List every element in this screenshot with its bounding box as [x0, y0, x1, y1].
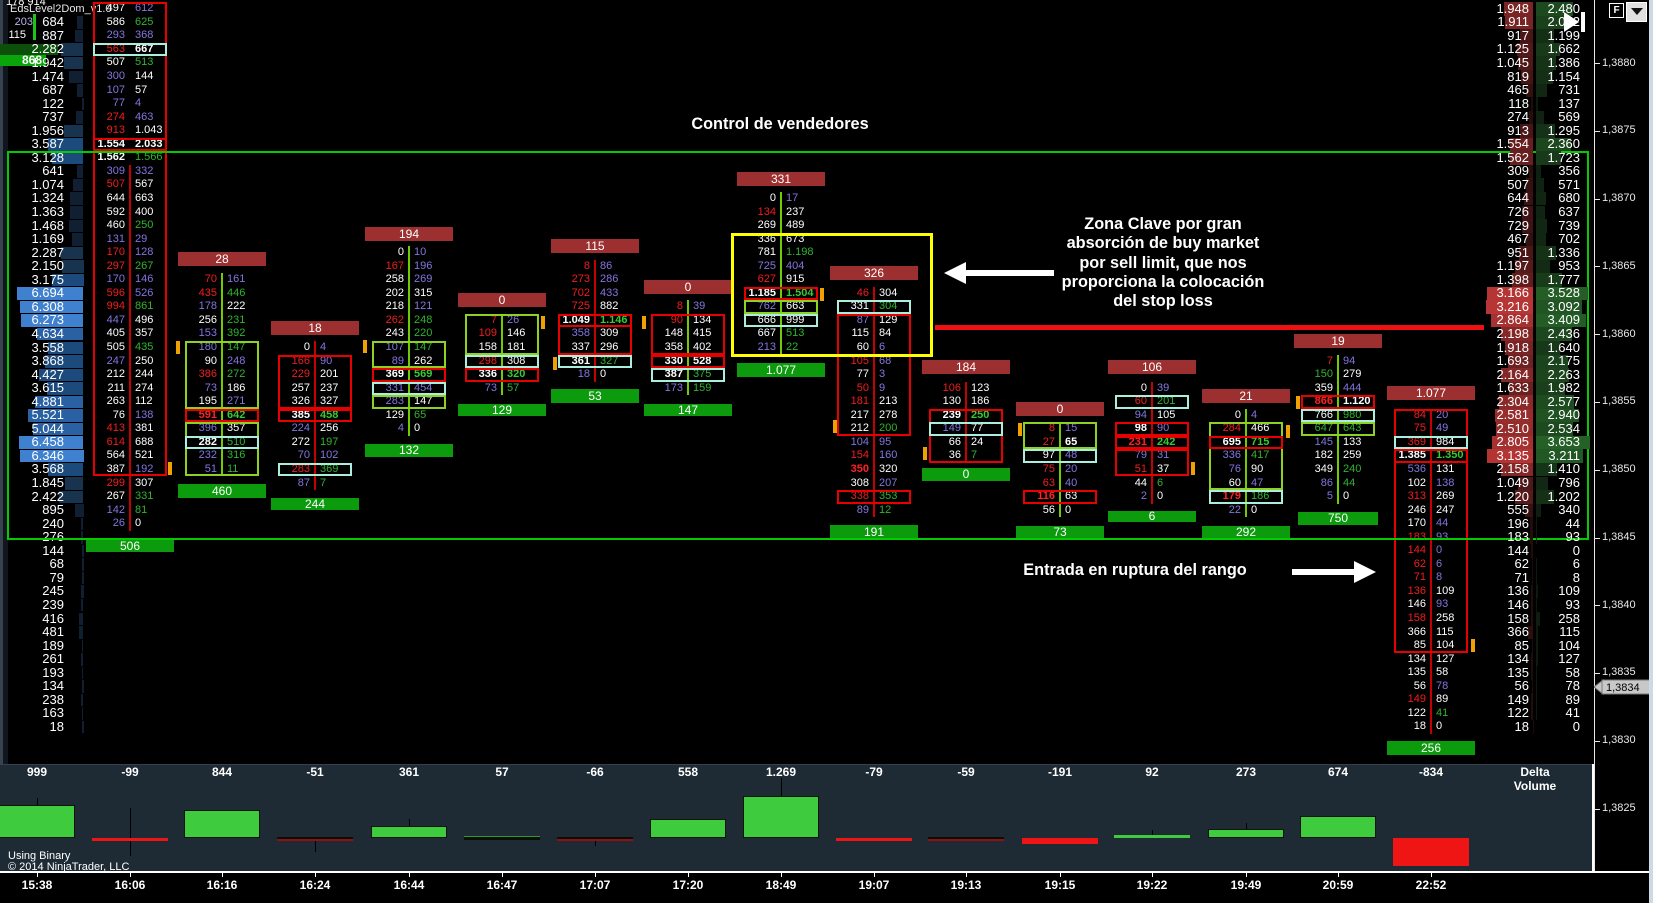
svg-text:1,3834: 1,3834 [1606, 682, 1640, 694]
